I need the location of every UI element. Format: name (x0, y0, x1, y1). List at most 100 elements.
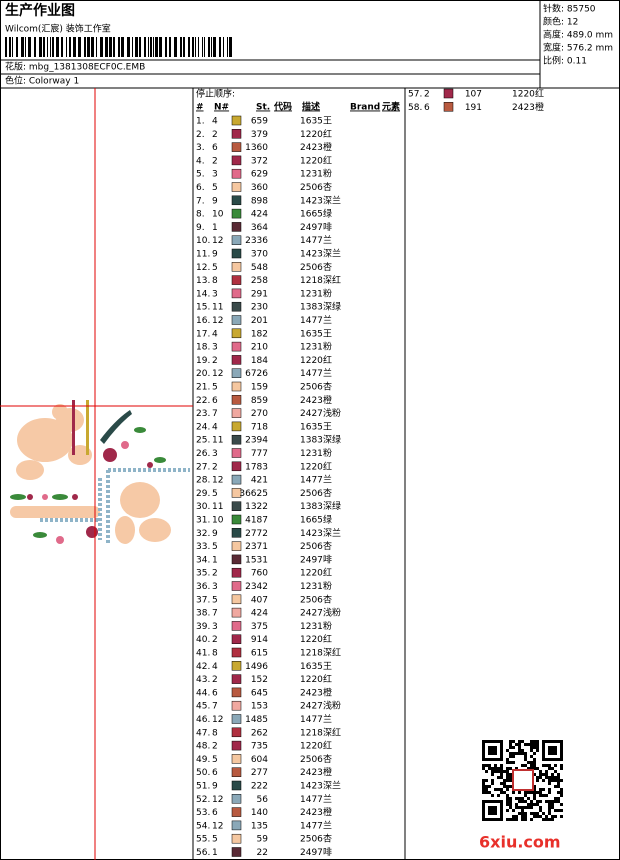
qr-module (488, 812, 491, 815)
column-header: 元素 (382, 101, 400, 113)
qr-module (548, 764, 551, 767)
bar (118, 37, 120, 57)
qr-module (533, 746, 536, 749)
qr-module (482, 746, 485, 749)
qr-module (482, 755, 485, 758)
qr-module (533, 788, 536, 791)
qr-module (488, 818, 491, 821)
stitches: 107 (465, 90, 482, 100)
qr-module (557, 791, 560, 794)
qr-module (521, 752, 524, 755)
qr-module (497, 770, 500, 773)
qr-module (539, 800, 542, 803)
qr-module (482, 743, 485, 746)
stitches: 2336 (245, 236, 268, 246)
needle: 5 (212, 755, 218, 765)
qr-module (527, 743, 530, 746)
stitches: 375 (251, 622, 268, 632)
code: 2497 (300, 555, 323, 565)
qr-module (542, 758, 545, 761)
bar (78, 37, 81, 57)
qr-module (500, 758, 503, 761)
info-line: 针数: 85750 (543, 3, 596, 15)
description: 红 (323, 154, 332, 166)
description: 兰 (323, 367, 332, 379)
qr-module (491, 794, 494, 797)
color-swatch (231, 581, 242, 591)
stop-number: 40. (196, 635, 210, 645)
needle: 5 (212, 183, 218, 193)
stop-number: 4. (196, 156, 205, 166)
needle: 6 (212, 768, 218, 778)
description: 橙 (323, 394, 332, 406)
qr-module (518, 749, 521, 752)
qr-module (506, 770, 509, 773)
stop-number: 20. (196, 369, 210, 379)
stop-number: 27. (196, 462, 210, 472)
needle: 1 (212, 555, 218, 565)
column-header: St. (256, 103, 270, 113)
stop-number: 37. (196, 595, 210, 605)
qr-module (554, 785, 557, 788)
qr-module (545, 773, 548, 776)
color-swatch (231, 833, 242, 844)
description: 红 (323, 633, 332, 645)
qr-module (503, 779, 506, 782)
color-swatch (231, 634, 242, 644)
bar (39, 37, 42, 57)
bar (12, 37, 13, 57)
qr-module (521, 815, 524, 818)
qr-module (494, 800, 497, 803)
description: 兰 (323, 793, 332, 805)
needle: 11 (212, 502, 223, 512)
qr-module (533, 752, 536, 755)
description: 杏 (323, 487, 332, 499)
qr-module (551, 776, 554, 779)
qr-module (509, 785, 512, 788)
qr-module (524, 752, 527, 755)
qr-module (500, 743, 503, 746)
stop-number: 48. (196, 742, 210, 752)
qr-module (509, 746, 512, 749)
bar (100, 37, 103, 57)
qr-module (524, 815, 527, 818)
qr-module (530, 818, 533, 821)
qr-module (491, 746, 494, 749)
needle: 1 (212, 223, 218, 233)
qr-module (509, 803, 512, 806)
qr-module (500, 800, 503, 803)
qr-module (503, 791, 506, 794)
qr-module (530, 812, 533, 815)
qr-module (542, 746, 545, 749)
qr-module (515, 767, 518, 770)
description: 红 (323, 567, 332, 579)
color-swatch (231, 514, 242, 525)
stitches: 262 (251, 728, 268, 738)
qr-module (491, 779, 494, 782)
bar (50, 37, 51, 57)
qr-module (548, 752, 551, 755)
qr-module (512, 752, 515, 755)
color-swatch (231, 368, 242, 378)
needle: 2 (212, 462, 218, 472)
qr-module (482, 812, 485, 815)
qr-module (536, 746, 539, 749)
stop-number: 23. (196, 409, 210, 419)
code: 1220 (300, 635, 323, 645)
bar (183, 37, 185, 57)
qr-module (494, 764, 497, 767)
qr-module (557, 797, 560, 800)
qr-module (482, 782, 485, 785)
color-swatch (231, 195, 242, 206)
qr-module (548, 782, 551, 785)
stop-number: 45. (196, 702, 210, 712)
bar (229, 37, 232, 57)
description: 啡 (323, 846, 332, 858)
qr-module (497, 740, 500, 743)
qr-module (533, 740, 536, 743)
qr-module (482, 791, 485, 794)
bar (52, 37, 54, 57)
code: 1220 (300, 462, 323, 472)
needle: 4 (212, 117, 218, 127)
